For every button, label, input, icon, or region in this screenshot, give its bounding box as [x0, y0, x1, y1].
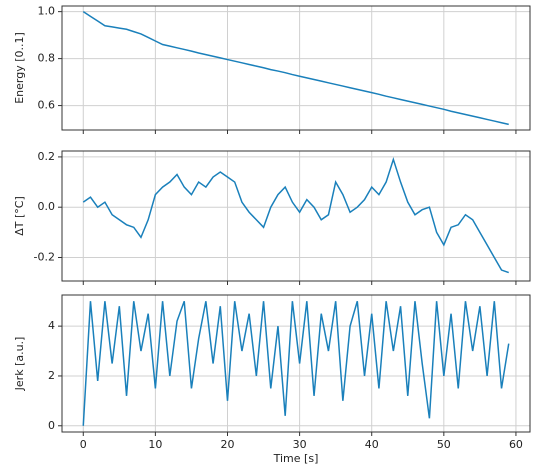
y-tick-label: 2	[48, 369, 55, 382]
y-axis-label: Energy [0..1]	[13, 32, 26, 104]
plot-frame	[61, 5, 531, 131]
x-tick-label: 50	[437, 438, 451, 451]
x-tick-label: 20	[220, 438, 234, 451]
y-tick-label: 1.0	[38, 5, 56, 18]
y-tick-label: 0.8	[38, 52, 56, 65]
series-line	[82, 300, 510, 426]
x-tick-label: 60	[509, 438, 523, 451]
x-axis-label: Time [s]	[273, 452, 319, 465]
series-line	[82, 11, 509, 126]
plot-frame	[61, 150, 531, 282]
y-axis-label: Jerk [a.u.]	[13, 337, 26, 392]
y-tick-label: -0.2	[34, 250, 55, 263]
x-tick-label: 0	[80, 438, 87, 451]
y-axis-label: ΔT [°C]	[13, 196, 26, 236]
y-tick-label: 0.2	[38, 150, 56, 163]
x-tick-label: 40	[365, 438, 379, 451]
x-tick-label: 10	[148, 438, 162, 451]
plot-frame	[61, 294, 531, 433]
x-tick-label: 30	[293, 438, 307, 451]
series-line	[82, 156, 509, 274]
y-tick-label: 0	[48, 419, 55, 432]
y-tick-label: 4	[48, 319, 55, 332]
y-tick-label: 0.6	[38, 99, 56, 112]
y-tick-label: 0.0	[38, 200, 56, 213]
